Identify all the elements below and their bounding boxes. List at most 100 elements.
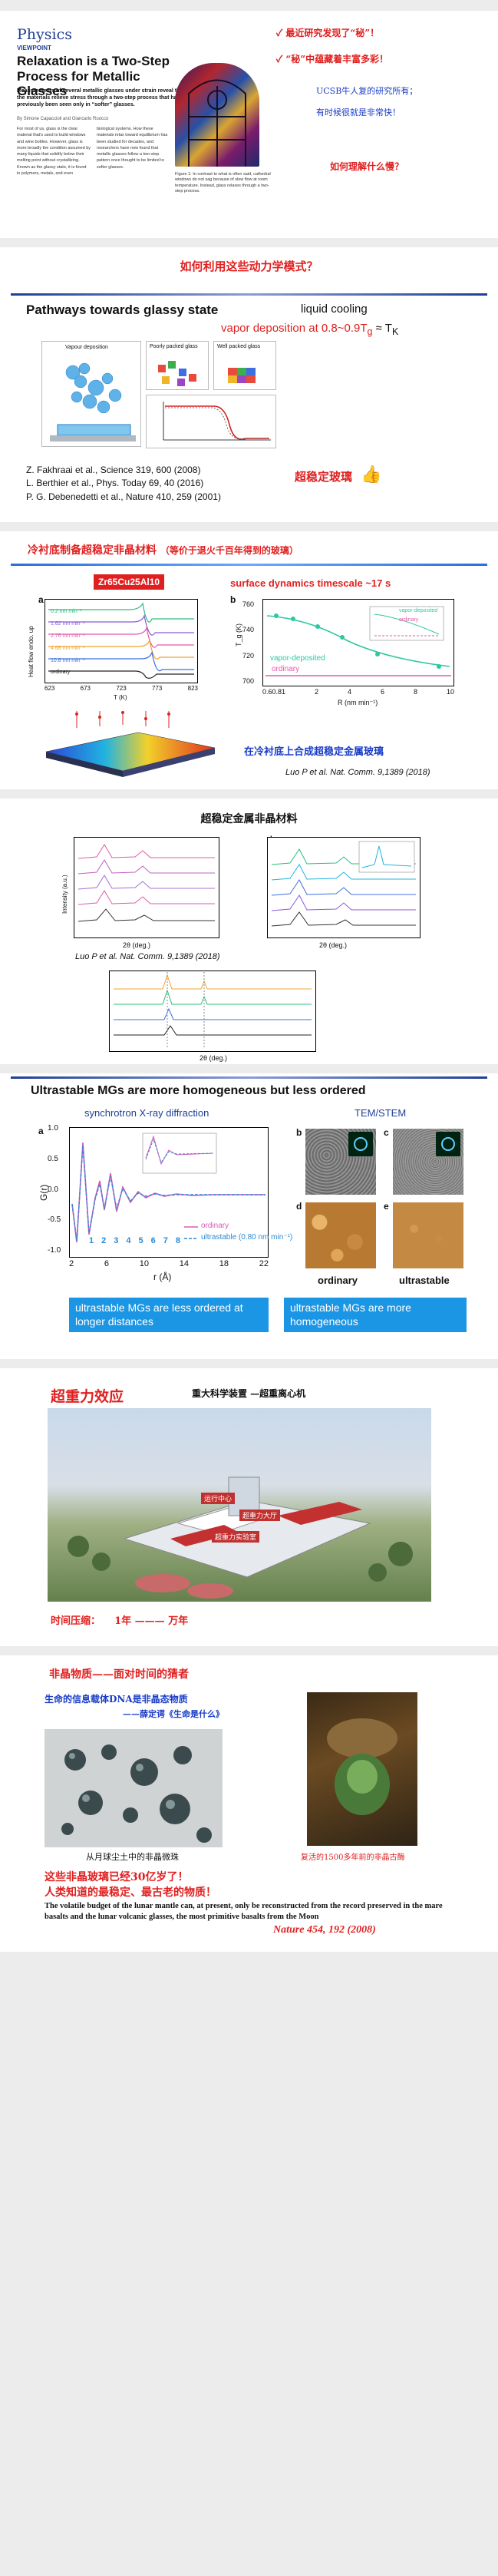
gr-xtick-5: 22 (259, 1259, 269, 1268)
xray-subtitle: synchrotron X-ray diffraction (84, 1107, 209, 1119)
more-homogeneous-box: ultrastable MGs are more homogeneous (284, 1298, 467, 1332)
poorly-packed-blocks (158, 361, 196, 386)
tick-b-x4: 8 (413, 688, 417, 696)
slide2-heading: Pathways towards glassy state (26, 303, 219, 317)
slide-supergravity: 超重力效应 重大科学装置 —超重离心机 运行中心 超重力大厅 超重力实验室 时间… (0, 1368, 498, 1646)
ancient-enzyme-photo (307, 1692, 417, 1846)
gr-ytick-0: -1.0 (48, 1246, 61, 1255)
supergravity-heading: 超重力效应 (51, 1388, 124, 1405)
slide-ultrastable-xrd: 超稳定金属非晶材料 a 2θ (deg.) Intensity (a.u.) b… (0, 799, 498, 1064)
axis-a-xlabel: T (K) (114, 694, 127, 701)
gr-xtick-3: 14 (179, 1259, 189, 1268)
panel-a-label: a (38, 594, 44, 605)
oldest-line: 人类知道的最稳定、最古老的物质！ (45, 1887, 216, 1899)
tick-b-y3: 760 (242, 600, 255, 608)
panel-5a-label: a (38, 1126, 44, 1136)
note-sometimes-fast: 有时候很就是非常快！ (316, 107, 401, 117)
gr-ytick-4: 1.0 (48, 1124, 58, 1133)
gr-xtick-1: 6 (104, 1259, 109, 1268)
gr-xtick-2: 10 (139, 1259, 149, 1268)
gr-xtick-4: 18 (219, 1259, 229, 1268)
relaxation-curve (163, 402, 271, 441)
panel-b-label: b (230, 594, 236, 605)
alloy-tag: Zr65Cu25Al10 (94, 574, 165, 590)
well-packed-panel: Well packed glass (213, 341, 276, 390)
gr-ytick-1: -0.5 (48, 1215, 61, 1225)
ref-debenedetti: P. G. Debenedetti et al., Nature 410, 25… (26, 491, 221, 502)
gr-xticks: 2 6 10 14 18 22 (69, 1259, 269, 1268)
tem-image-ultrastable (393, 1129, 463, 1195)
slide7-heading: 非晶物质——面对时间的猜者 (49, 1668, 189, 1681)
peak-3: 3 (114, 1236, 119, 1245)
xrd-b-xlabel: 2θ (deg.) (319, 941, 348, 949)
curve-label-2: 2.76 nm min⁻¹ (51, 633, 85, 639)
cold-substrate-surface (45, 711, 216, 777)
label-supergravity-lab: 超重力实验室 (212, 1531, 260, 1543)
ref-fakhraai: Z. Fakhraai et al., Science 319, 600 (20… (26, 465, 201, 475)
vapor-deposited-label: vapor-deposited (270, 654, 325, 663)
tick-a-0: 623 (45, 685, 55, 692)
curve-label-5: ordinary (51, 670, 71, 675)
peak-1: 1 (89, 1236, 94, 1245)
panel-5b-label: b (296, 1127, 302, 1138)
facility-illustration (68, 1476, 413, 1599)
vapor-text: vapor deposition at 0.8~0.9T (221, 322, 368, 335)
journal-logo: Physics (17, 26, 72, 43)
gr-ytick-2: 0.0 (48, 1185, 58, 1194)
tick-a-3: 773 (151, 685, 163, 692)
gr-yticks: -1.0 -0.5 0.0 0.5 1.0 (48, 1124, 61, 1255)
peak-7: 7 (163, 1236, 168, 1245)
gr-xtick-0: 2 (69, 1259, 74, 1268)
poorly-packed-label: Poorly packed glass (150, 344, 198, 349)
vapour-deposition-panel: Vapour deposition (41, 341, 141, 447)
ordinary-curve-label: ordinary (272, 665, 300, 673)
note-ucsb: UCSB牛人复的研究所有； (316, 86, 418, 96)
panel-5e-label: e (384, 1201, 389, 1212)
slide2-references: Z. Fakhraai et al., Science 319, 600 (20… (26, 464, 221, 504)
diffraction-ring-icon (348, 1132, 373, 1156)
tick-b-x1: 2 (315, 688, 319, 696)
enzyme-jar-illustration (327, 1718, 397, 1815)
lunar-quote: The volatile budget of the lunar mantle … (45, 1902, 443, 1922)
slide5-heading: Ultrastable MGs are more homogeneous but… (31, 1084, 366, 1097)
tick-b-x5: 10 (446, 688, 454, 696)
peak-6: 6 (150, 1236, 156, 1245)
tg-ylabel: T_g (K) (235, 623, 242, 646)
slide-pathways: 如何利用这些动力学模式？ Pathways towards glassy sta… (0, 247, 498, 522)
article-body: For most of us, glass is the clear mater… (17, 127, 168, 176)
vapor-suffix: ≈ T (372, 322, 392, 335)
slide3-heading-note: （等价于退火千百年得到的玻璃） (160, 545, 298, 556)
section-label: VIEWPOINT (17, 45, 51, 51)
slide4-citation: Luo P et al. Nat. Comm. 9,1389 (2018) (75, 952, 220, 961)
slide2-question: 如何利用这些动力学模式？ (180, 260, 318, 273)
tick-b-y2: 740 (242, 626, 255, 634)
caption-ordinary: ordinary (318, 1275, 358, 1286)
curve-label-3: 4.68 nm min⁻¹ (51, 646, 85, 651)
axis-b-xlabel: R (nm min⁻¹) (338, 699, 378, 706)
glass-beads-illustration (61, 1744, 212, 1843)
tick-b-x3: 6 (380, 688, 384, 696)
legend-ordinary: ordinary (201, 1222, 229, 1230)
slide3-heading-row: 冷衬底制备超稳定非晶材料 （等价于退火千百年得到的玻璃） (28, 542, 298, 557)
xrd-c-xlabel: 2θ (deg.) (200, 1054, 228, 1062)
thumbs-up-icon: 👍 (361, 465, 382, 484)
peak-8: 8 (175, 1236, 180, 1245)
tick-a-4: 823 (187, 685, 198, 692)
tg-vs-rate-chart (262, 599, 454, 686)
peak-5: 5 (138, 1236, 143, 1245)
time-compression-note: 时间压缩： 1年 ——— 万年 (51, 1615, 189, 1627)
label-supergravity-hall: 超重力大厅 (239, 1510, 281, 1521)
surface-dynamics-note: surface dynamics timescale ~17 s (230, 577, 391, 589)
gr-ytick-3: 0.5 (48, 1154, 58, 1163)
window-tracery (188, 79, 246, 167)
panel-5c-label: c (384, 1127, 389, 1138)
tick-a-1: 673 (80, 685, 91, 692)
well-packed-label: Well packed glass (217, 344, 261, 349)
label-operation-center: 运行中心 (201, 1493, 236, 1504)
article-authors: By Simone Capaccioli and Giancarlo Ruocc… (17, 117, 109, 121)
article-title: Relaxation is a Two-Step Process for Met… (17, 54, 170, 99)
vapour-panel-label: Vapour deposition (65, 345, 108, 350)
title-bar (11, 1076, 487, 1079)
slide3-heading: 冷衬底制备超稳定非晶材料 (28, 544, 157, 557)
slide-cold-substrate: 冷衬底制备超稳定非晶材料 （等价于退火千百年得到的玻璃） Zr65Cu25Al1… (0, 531, 498, 789)
